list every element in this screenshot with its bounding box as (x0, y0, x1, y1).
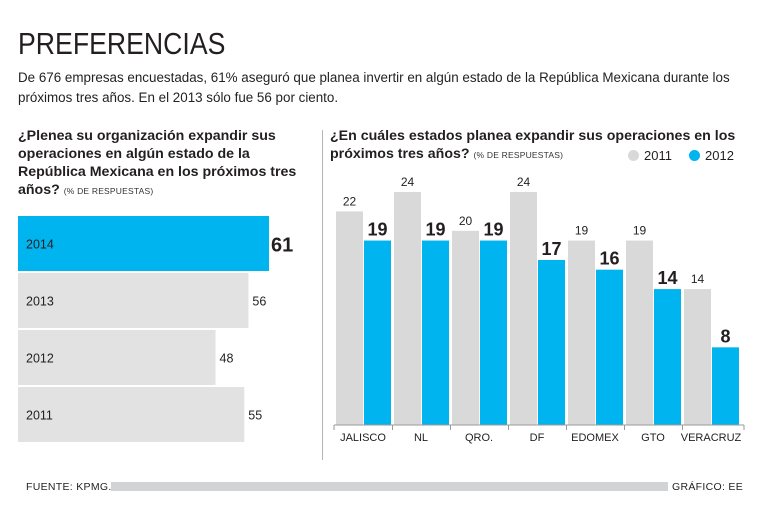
right-unit-label: (% DE RESPUESTAS) (473, 150, 564, 160)
right-bar-edomex-2012 (596, 269, 623, 425)
right-bar-qro-2011 (452, 230, 479, 425)
right-category-label-qro: QRO. (465, 432, 493, 444)
left-value-label-2012: 48 (220, 352, 234, 366)
right-value-label-veracruz-2012: 8 (720, 326, 730, 346)
left-category-label-2011: 2011 (26, 409, 53, 423)
left-bar-2012 (18, 330, 216, 385)
left-category-label-2012: 2012 (26, 352, 54, 366)
right-value-label-gto-2011: 19 (633, 224, 647, 238)
legend-item-2012: 2012 (689, 148, 734, 163)
left-bar-2011 (18, 387, 245, 442)
right-category-label-df: DF (530, 432, 545, 444)
left-value-label-2011: 55 (248, 409, 262, 423)
right-bar-df-2012 (538, 259, 565, 425)
right-value-label-df-2012: 17 (541, 239, 561, 259)
legend-swatch-2012 (689, 150, 700, 161)
page-subtitle: De 676 empresas encuestadas, 61% aseguró… (18, 70, 730, 105)
right-bar-gto-2011 (626, 240, 653, 425)
right-value-label-nl-2011: 24 (401, 175, 415, 189)
right-value-label-edomex-2011: 19 (575, 224, 589, 238)
left-value-label-2014: 61 (271, 235, 293, 257)
right-category-label-edomex: EDOMEX (571, 432, 619, 444)
left-bar-2013 (18, 273, 249, 328)
right-value-label-veracruz-2011: 14 (691, 272, 705, 286)
right-bar-veracruz-2012 (712, 347, 739, 425)
left-value-label-2013: 56 (252, 295, 266, 309)
panel-divider (322, 130, 323, 460)
right-value-label-jalisco-2012: 19 (367, 220, 387, 240)
right-category-label-nl: NL (414, 432, 428, 444)
right-value-label-nl-2012: 19 (425, 220, 445, 240)
right-value-label-qro-2011: 20 (459, 214, 473, 228)
right-question-text: ¿En cuáles estados planea expandir sus o… (330, 128, 736, 162)
right-chart-question: ¿En cuáles estados planea expandir sus o… (330, 127, 760, 164)
legend-swatch-2011 (628, 150, 639, 161)
right-bar-jalisco-2012 (364, 240, 391, 425)
legend-label-2012: 2012 (705, 148, 734, 163)
left-bar-2014 (18, 216, 269, 271)
right-category-label-jalisco: JALISCO (340, 432, 386, 444)
right-bar-nl-2012 (422, 240, 449, 425)
left-chart-question: ¿Plenea su organización expandir sus ope… (18, 127, 318, 200)
right-bar-nl-2011 (394, 192, 421, 425)
right-bar-qro-2012 (480, 240, 507, 425)
legend-item-2011: 2011 (628, 148, 672, 163)
left-category-label-2013: 2013 (26, 295, 54, 309)
left-category-label-2014: 2014 (26, 238, 54, 252)
left-unit-label: (% DE RESPUESTAS) (63, 186, 154, 196)
footer-bar (111, 482, 668, 491)
right-category-label-veracruz: VERACRUZ (681, 432, 742, 444)
right-bar-edomex-2011 (568, 240, 595, 425)
right-value-label-edomex-2012: 16 (599, 249, 619, 269)
right-bar-df-2011 (510, 192, 537, 425)
left-question-text: ¿Plenea su organización expandir sus ope… (18, 128, 297, 198)
footer-credit: GRÁFICO: EE (672, 481, 743, 493)
right-bar-veracruz-2011 (684, 289, 711, 425)
right-value-label-gto-2012: 14 (657, 268, 677, 288)
right-value-label-df-2011: 24 (517, 175, 531, 189)
right-bar-jalisco-2011 (336, 211, 363, 425)
page-title: PREFERENCIAS (18, 26, 226, 61)
right-bar-gto-2012 (654, 289, 681, 425)
right-value-label-jalisco-2011: 22 (343, 194, 357, 208)
right-category-label-gto: GTO (641, 432, 665, 444)
right-value-label-qro-2012: 19 (483, 220, 503, 240)
legend-label-2011: 2011 (644, 148, 672, 163)
footer-source: FUENTE: KPMG. (26, 481, 112, 493)
left-bar-chart: 2014 61 2013 56 2012 48 2011 55 (18, 216, 293, 442)
